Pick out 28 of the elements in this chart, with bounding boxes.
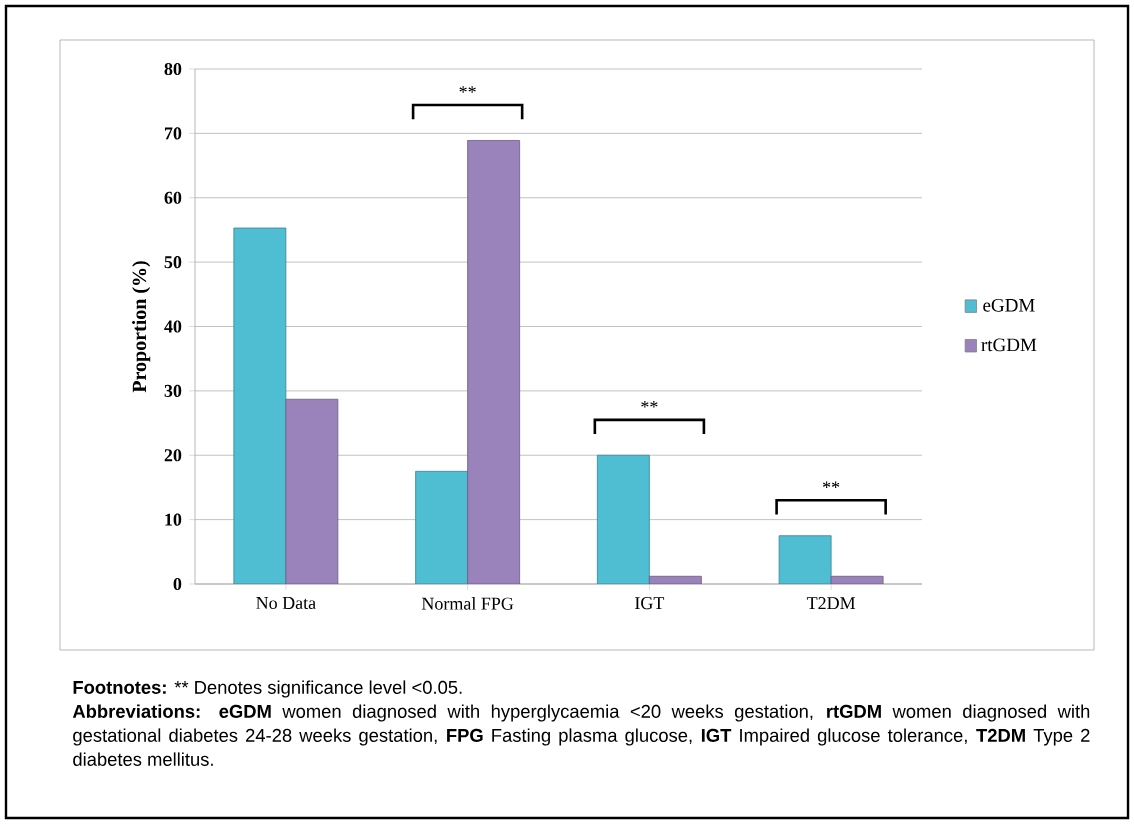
- text: Abbreviations: eGDM women diagnosed with hyperglycaemia <20 weeks gestation, rtGDM women diagnosed with gestational diabetes 24-28 weeks gestation, FPG Fasting plasma glucose, IGT Impaired glucose tolerance, T2DM Type 2 diabetes mellitus.: [72, 704, 1090, 766]
- bar: [233, 227, 287, 584]
- x-tick-label: No Data: [256, 597, 316, 610]
- bar: [285, 398, 339, 584]
- y-tick-label: 10: [165, 513, 182, 526]
- y-tick-label: 40: [164, 320, 182, 333]
- bar: [778, 535, 832, 584]
- y-tick-label: 50: [164, 256, 182, 269]
- y-tick-label: 80: [164, 62, 182, 76]
- annotation: **: [823, 481, 840, 489]
- y-tick-label: 0: [173, 577, 182, 591]
- text: Footnotes:: [73, 681, 166, 694]
- legend-label: rtGDM: [981, 338, 1037, 352]
- y-tick-label: 70: [164, 127, 182, 140]
- bar: [596, 454, 650, 584]
- x-tick-label: Normal FPG: [421, 597, 514, 610]
- y-tick-label: 20: [164, 449, 182, 462]
- y-tick-label: 60: [164, 191, 182, 204]
- legend-label: eGDM: [983, 298, 1035, 312]
- bar: [415, 470, 469, 584]
- x-tick-label: T2DM: [806, 597, 856, 610]
- bar: [467, 140, 521, 584]
- y-axis-title: Proportion (%): [132, 261, 151, 393]
- annotation: **: [641, 400, 658, 408]
- text: ** Denotes significance level <0.05.: [174, 680, 462, 698]
- annotation: **: [459, 86, 476, 93]
- y-tick-label: 30: [164, 384, 182, 397]
- x-tick-label: IGT: [635, 597, 665, 610]
